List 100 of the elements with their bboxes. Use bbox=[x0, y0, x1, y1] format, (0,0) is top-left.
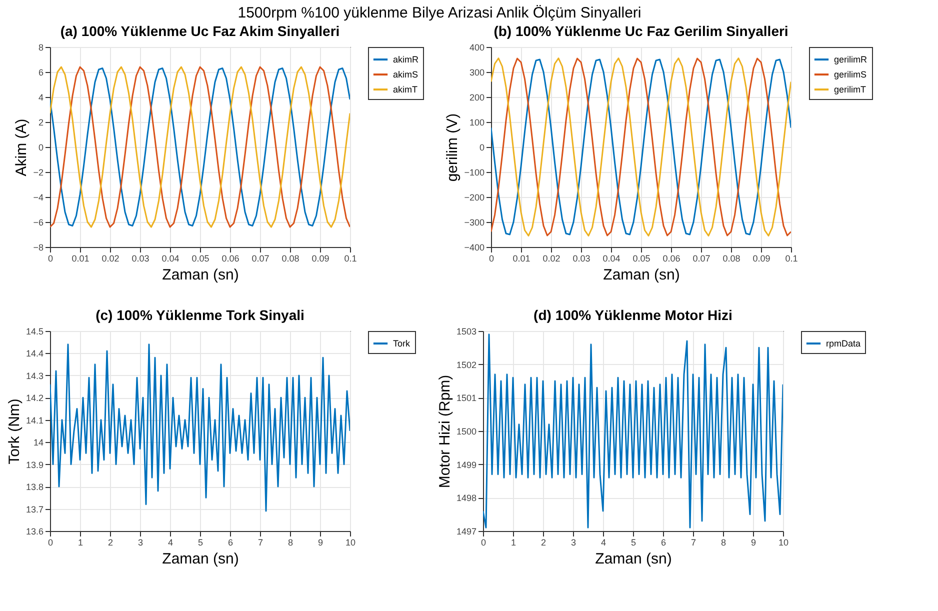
y-tick-label: 1503 bbox=[456, 326, 476, 336]
x-tick-label: 0.09 bbox=[312, 254, 330, 264]
x-tick-label: 5 bbox=[198, 538, 204, 548]
y-tick-label: −300 bbox=[464, 218, 484, 228]
y-tick-label: 300 bbox=[469, 68, 484, 78]
y-tick-label: 0 bbox=[38, 142, 44, 152]
y-tick-label: −4 bbox=[33, 192, 44, 202]
x-tick-label: 0.1 bbox=[344, 254, 357, 264]
x-tick-label: 0.05 bbox=[192, 254, 210, 264]
y-tick-label: 0 bbox=[479, 142, 484, 152]
y-tick-label: 13.6 bbox=[26, 526, 44, 536]
x-tick-label: 2 bbox=[540, 538, 546, 548]
y-tick-label: 14.3 bbox=[26, 370, 44, 381]
x-tick-label: 3 bbox=[138, 538, 144, 548]
x-axis-title: Zaman (sn) bbox=[603, 266, 680, 284]
y-tick-label: 14.4 bbox=[26, 348, 44, 359]
y-tick-label: 1501 bbox=[456, 393, 476, 404]
x-tick-label: 5 bbox=[630, 538, 636, 548]
legend-label: gerilimT bbox=[834, 84, 867, 94]
x-tick-label: 10 bbox=[778, 538, 789, 548]
x-tick-label: 0.08 bbox=[282, 254, 300, 264]
x-tick-label: 8 bbox=[720, 538, 726, 548]
y-tick-label: −6 bbox=[33, 218, 44, 228]
x-tick-label: 1 bbox=[510, 538, 516, 548]
x-tick-label: 6 bbox=[660, 538, 666, 548]
y-tick-label: 14.5 bbox=[26, 326, 44, 336]
y-tick-label: 100 bbox=[469, 118, 484, 128]
x-axis-title: Zaman (sn) bbox=[595, 550, 672, 568]
y-axis-title: Motor Hizi (Rpm) bbox=[436, 374, 454, 488]
y-axis-title: Akim (A) bbox=[13, 118, 30, 176]
y-tick-label: 1499 bbox=[456, 460, 476, 470]
chart-title: (b) 100% Yüklenme Uc Faz Gerilim Sinyalleri bbox=[494, 23, 788, 39]
y-tick-label: −8 bbox=[33, 242, 44, 252]
y-tick-label: 2 bbox=[38, 118, 44, 128]
x-tick-label: 0.03 bbox=[572, 254, 590, 264]
legend-label: akimS bbox=[393, 70, 418, 80]
y-tick-label: 13.7 bbox=[26, 504, 44, 514]
chart-title: (d) 100% Yüklenme Motor Hizi bbox=[534, 307, 732, 323]
x-tick-label: 0.02 bbox=[542, 254, 560, 264]
x-tick-label: 0.07 bbox=[252, 254, 270, 264]
x-tick-label: 0.06 bbox=[662, 254, 680, 264]
x-tick-label: 4 bbox=[600, 538, 606, 548]
x-tick-label: 6 bbox=[228, 538, 234, 548]
x-tick-label: 10 bbox=[345, 538, 356, 548]
y-tick-label: 13.9 bbox=[26, 460, 44, 470]
legend-label: akimR bbox=[393, 54, 419, 64]
x-axis-title: Zaman (sn) bbox=[162, 550, 239, 568]
x-tick-label: 0.07 bbox=[692, 254, 710, 264]
legend-label: gerilimS bbox=[834, 70, 867, 80]
x-tick-label: 0.04 bbox=[602, 254, 620, 264]
text: 1500rpm %100 yüklenme Bilye Arizasi Anlik Ölçüm Sinyalleri bbox=[238, 4, 642, 22]
chart-title: (c) 100% Yüklenme Tork Sinyali bbox=[96, 307, 304, 323]
y-axis-title: Tork (Nm) bbox=[6, 398, 23, 464]
y-tick-label: −100 bbox=[464, 168, 484, 178]
y-tick-label: −400 bbox=[464, 242, 484, 252]
y-tick-label: 1500 bbox=[456, 426, 476, 436]
x-tick-label: 9 bbox=[318, 538, 324, 548]
x-tick-label: 0.05 bbox=[632, 254, 650, 264]
x-tick-label: 4 bbox=[168, 538, 174, 548]
x-tick-label: 0.08 bbox=[722, 254, 740, 264]
x-tick-label: 0 bbox=[48, 254, 54, 264]
y-tick-label: 13.8 bbox=[26, 482, 44, 492]
y-tick-label: 1498 bbox=[456, 493, 476, 504]
y-tick-label: 6 bbox=[38, 68, 44, 78]
x-tick-label: 9 bbox=[750, 538, 756, 548]
x-tick-label: 1 bbox=[78, 538, 84, 548]
x-tick-label: 0.04 bbox=[162, 254, 180, 264]
y-tick-label: −200 bbox=[464, 192, 484, 202]
y-axis-title: gerilim (V) bbox=[444, 113, 462, 182]
x-tick-label: 3 bbox=[570, 538, 576, 548]
y-tick-label: 1497 bbox=[456, 526, 476, 536]
x-axis-title: Zaman (sn) bbox=[162, 266, 239, 284]
x-tick-label: 0.09 bbox=[752, 254, 770, 264]
x-tick-label: 2 bbox=[108, 538, 114, 548]
y-tick-label: 14.2 bbox=[26, 393, 44, 404]
legend-label: rpmData bbox=[826, 338, 861, 348]
x-tick-label: 0.02 bbox=[102, 254, 120, 264]
y-tick-label: 4 bbox=[38, 92, 44, 102]
x-tick-label: 0.01 bbox=[72, 254, 90, 264]
x-tick-label: 8 bbox=[288, 538, 294, 548]
line-series bbox=[50, 344, 350, 512]
y-tick-label: 400 bbox=[469, 42, 484, 52]
x-tick-label: 0.03 bbox=[132, 254, 150, 264]
legend-label: gerilimR bbox=[834, 54, 868, 64]
x-tick-label: 0 bbox=[48, 538, 54, 548]
chart-title: (a) 100% Yüklenme Uc Faz Akim Sinyalleri bbox=[60, 23, 340, 39]
x-tick-label: 0.06 bbox=[222, 254, 240, 264]
x-tick-label: 0.01 bbox=[512, 254, 530, 264]
x-tick-label: 0.1 bbox=[785, 254, 798, 264]
x-tick-label: 0 bbox=[488, 254, 494, 264]
y-tick-label: −2 bbox=[33, 168, 44, 178]
x-tick-label: 7 bbox=[690, 538, 696, 548]
legend-label: akimT bbox=[393, 84, 418, 94]
y-tick-label: 14.1 bbox=[26, 415, 44, 426]
line-series bbox=[483, 334, 783, 528]
y-tick-label: 200 bbox=[469, 92, 484, 102]
y-tick-label: 8 bbox=[38, 42, 44, 52]
y-tick-label: 1502 bbox=[456, 360, 476, 370]
y-tick-label: 14 bbox=[33, 438, 44, 448]
legend-label: Tork bbox=[393, 338, 410, 348]
